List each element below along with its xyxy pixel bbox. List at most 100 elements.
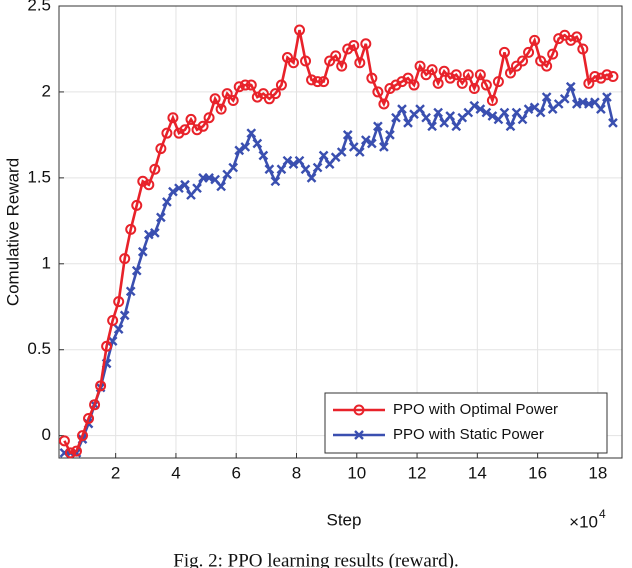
data-point — [258, 150, 269, 161]
data-point — [596, 104, 606, 114]
data-point — [174, 183, 184, 194]
data-point — [275, 79, 287, 91]
data-point — [113, 324, 124, 334]
data-point — [252, 138, 263, 149]
data-point — [276, 164, 287, 175]
x-scale-base: ×10 — [569, 512, 598, 531]
x-axis-label: Step — [327, 510, 362, 529]
data-point — [481, 107, 492, 118]
y-tick-label: 0 — [42, 425, 51, 444]
data-point — [180, 179, 190, 190]
data-point — [300, 164, 311, 175]
data-point — [397, 104, 407, 114]
data-point — [504, 67, 516, 79]
data-point — [421, 112, 431, 123]
data-point — [589, 70, 601, 82]
data-point — [391, 112, 401, 123]
data-point — [149, 228, 160, 238]
y-tick-label: 1 — [42, 253, 51, 272]
data-point — [366, 138, 377, 149]
data-point — [101, 340, 113, 352]
data-point — [607, 70, 619, 82]
data-point — [209, 93, 221, 105]
data-point — [385, 130, 395, 140]
series-group — [59, 81, 618, 458]
data-point — [312, 76, 324, 88]
data-point — [415, 104, 425, 114]
data-point — [168, 186, 178, 197]
data-point — [433, 107, 443, 118]
data-point — [336, 147, 347, 157]
data-point — [336, 60, 348, 72]
y-tick-label: 2.5 — [27, 0, 51, 14]
data-point — [245, 79, 257, 91]
data-point — [107, 315, 119, 327]
data-point — [571, 31, 583, 43]
data-point — [354, 57, 366, 69]
data-point — [131, 265, 142, 276]
data-point — [523, 46, 535, 58]
data-point — [215, 103, 227, 115]
data-point — [559, 93, 570, 104]
data-point — [192, 183, 202, 194]
x-tick-label: 14 — [468, 463, 487, 482]
data-point — [354, 147, 365, 157]
data-point — [119, 253, 131, 265]
data-point — [505, 121, 516, 132]
legend-label: PPO with Optimal Power — [393, 401, 558, 418]
data-point — [451, 121, 462, 132]
data-point — [287, 57, 299, 69]
legend-box — [324, 392, 608, 454]
data-point — [348, 40, 360, 52]
data-point — [77, 430, 89, 442]
data-point — [216, 181, 226, 192]
data-point — [468, 82, 480, 94]
data-point — [269, 88, 281, 100]
data-point — [113, 296, 125, 308]
x-tick-label: 10 — [347, 463, 366, 482]
caption: Fig. 2: PPO learning results (reward). — [173, 550, 458, 568]
data-point — [119, 310, 130, 321]
data-point — [239, 79, 251, 91]
data-point — [366, 72, 378, 84]
data-point — [95, 380, 107, 392]
data-point — [486, 95, 498, 107]
data-point — [264, 164, 275, 175]
data-point — [432, 77, 444, 89]
data-point — [149, 163, 161, 175]
data-point — [577, 43, 589, 55]
data-point — [179, 124, 191, 136]
data-point — [469, 100, 480, 111]
y-tick-label: 1.5 — [27, 167, 51, 186]
data-point — [602, 92, 612, 102]
data-point — [499, 107, 510, 118]
data-point — [270, 176, 281, 187]
data-point — [228, 162, 239, 173]
data-point — [240, 142, 251, 152]
data-point — [373, 121, 383, 132]
data-point — [221, 88, 233, 100]
data-point — [203, 112, 215, 124]
data-point — [143, 179, 155, 191]
data-point — [517, 55, 529, 67]
data-point — [535, 107, 546, 118]
data-point — [498, 46, 510, 58]
data-point — [426, 64, 438, 76]
data-point — [547, 48, 559, 60]
data-point — [450, 69, 462, 81]
legend-marker — [353, 404, 365, 416]
data-point — [378, 98, 390, 110]
data-point — [342, 130, 353, 140]
data-point — [541, 60, 553, 72]
y-tick-label: 0.5 — [27, 339, 51, 358]
data-point — [294, 24, 306, 36]
plot-frame — [58, 5, 623, 459]
x-tick-label: 18 — [588, 463, 607, 482]
series-group — [58, 24, 619, 459]
data-point — [474, 69, 486, 81]
x-tick-label: 6 — [231, 463, 240, 482]
data-point — [414, 60, 426, 72]
data-point — [541, 92, 552, 102]
